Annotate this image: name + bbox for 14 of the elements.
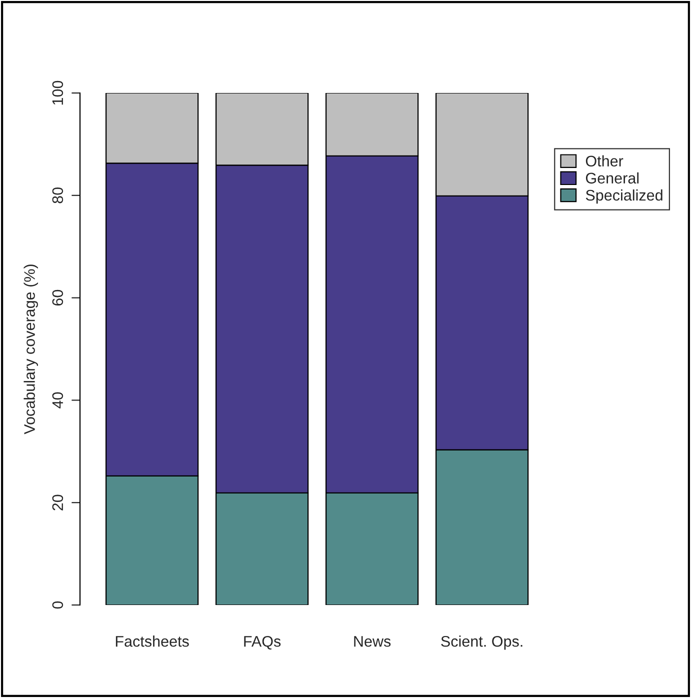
x-tick-label: FAQs — [244, 636, 281, 650]
y-tick-label: 100 — [52, 80, 64, 105]
legend-label: Other — [586, 155, 624, 167]
x-tick-label: Scient. Ops. — [441, 636, 522, 650]
x-tick-label: Factsheets — [116, 636, 189, 647]
y-axis-title: Vocabulary coverage (%) — [24, 264, 38, 434]
x-tick-label: News — [354, 636, 391, 647]
y-tick-label: 80 — [52, 188, 64, 204]
legend-label: General — [586, 172, 639, 184]
y-tick-label: 60 — [52, 290, 64, 306]
y-tick-label: 20 — [52, 494, 64, 510]
y-tick-label: 40 — [52, 392, 64, 408]
legend-label: Specialized — [586, 189, 662, 204]
y-tick-label: 0 — [52, 601, 64, 609]
